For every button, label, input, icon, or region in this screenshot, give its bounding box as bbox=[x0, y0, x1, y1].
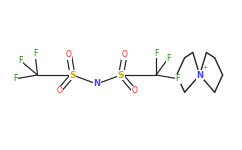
Text: O: O bbox=[56, 86, 62, 95]
Text: +: + bbox=[202, 65, 208, 70]
Text: F: F bbox=[166, 54, 170, 63]
Text: N: N bbox=[196, 70, 203, 80]
Text: F: F bbox=[14, 74, 18, 83]
Text: F: F bbox=[33, 50, 37, 58]
Text: F: F bbox=[176, 74, 180, 83]
Text: O: O bbox=[66, 50, 72, 59]
Text: S: S bbox=[69, 70, 76, 80]
Text: S: S bbox=[118, 70, 124, 80]
Text: O: O bbox=[122, 50, 128, 59]
Text: F: F bbox=[18, 56, 23, 65]
Text: N: N bbox=[93, 80, 100, 88]
Text: F: F bbox=[154, 49, 158, 58]
Text: O: O bbox=[131, 86, 137, 95]
